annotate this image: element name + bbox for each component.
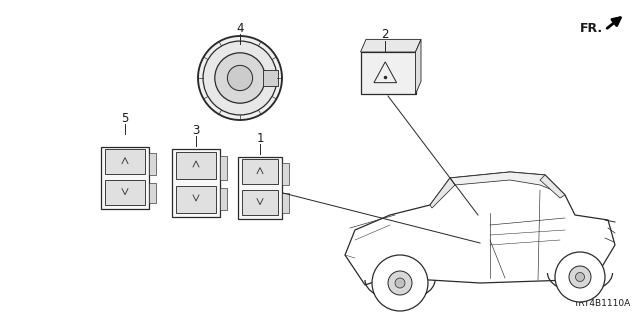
Text: 1: 1 [256,132,264,145]
Bar [242,190,278,215]
Bar [106,180,145,205]
Circle shape [575,273,584,282]
Circle shape [215,53,265,103]
Circle shape [203,41,277,115]
Text: 4: 4 [236,21,244,35]
Text: 3: 3 [192,124,200,137]
Circle shape [198,36,282,120]
Polygon shape [540,175,565,198]
Circle shape [395,278,405,288]
Bar [282,193,289,213]
Bar [220,156,227,180]
Bar [220,188,227,210]
Bar [101,147,149,209]
Circle shape [555,252,605,302]
Bar [242,159,278,184]
Bar [177,186,216,213]
Bar [149,183,156,203]
Circle shape [388,271,412,295]
Bar [282,163,289,185]
Bar [263,70,278,85]
Circle shape [569,266,591,288]
Bar [149,153,156,175]
Text: FR.: FR. [580,21,603,35]
Polygon shape [450,172,565,195]
Bar [172,149,220,217]
Circle shape [372,255,428,311]
Polygon shape [345,172,615,285]
Text: TRT4B1110A: TRT4B1110A [573,299,630,308]
Bar [106,149,145,174]
Polygon shape [430,178,455,208]
Bar [177,152,216,179]
Polygon shape [415,39,421,94]
Circle shape [227,65,253,91]
Bar [238,157,282,219]
Polygon shape [360,39,421,52]
Text: 2: 2 [381,28,388,42]
Text: 5: 5 [122,111,129,124]
Bar [360,52,415,94]
